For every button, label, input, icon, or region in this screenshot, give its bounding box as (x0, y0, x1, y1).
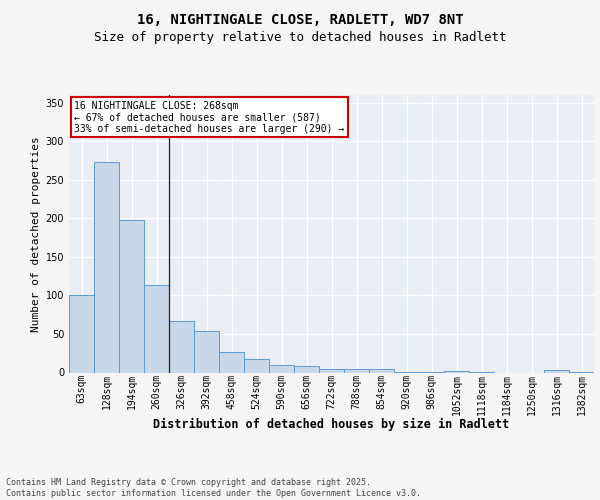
Bar (294, 366, 319, 372)
Text: 16 NIGHTINGALE CLOSE: 268sqm
← 67% of detached houses are smaller (587)
33% of s: 16 NIGHTINGALE CLOSE: 268sqm ← 67% of de… (74, 100, 344, 134)
Bar (219, 352, 244, 372)
Bar (544, 370, 569, 372)
Bar (194, 331, 219, 372)
Bar (369, 370, 394, 372)
Bar (319, 370, 344, 372)
Bar (344, 368, 369, 372)
Text: Contains HM Land Registry data © Crown copyright and database right 2025.
Contai: Contains HM Land Registry data © Crown c… (6, 478, 421, 498)
Bar (169, 321, 194, 372)
Text: Size of property relative to detached houses in Radlett: Size of property relative to detached ho… (94, 32, 506, 44)
Y-axis label: Number of detached properties: Number of detached properties (31, 136, 41, 332)
Bar (244, 358, 269, 372)
Bar (69, 294, 94, 372)
Bar (94, 162, 119, 372)
Text: 16, NIGHTINGALE CLOSE, RADLETT, WD7 8NT: 16, NIGHTINGALE CLOSE, RADLETT, WD7 8NT (137, 12, 463, 26)
Bar (119, 220, 144, 372)
Bar (444, 371, 469, 372)
Bar (269, 365, 294, 372)
Bar (144, 284, 169, 372)
X-axis label: Distribution of detached houses by size in Radlett: Distribution of detached houses by size … (154, 418, 509, 431)
